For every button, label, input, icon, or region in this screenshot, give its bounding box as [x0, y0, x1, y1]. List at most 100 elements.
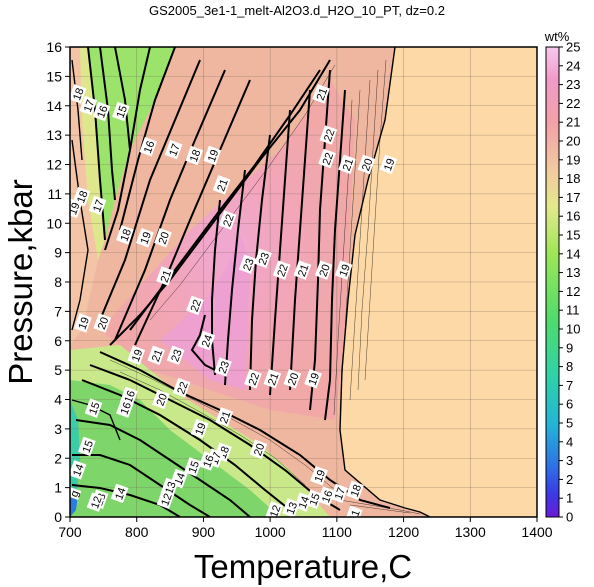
- contour-label-text: 21: [266, 371, 281, 387]
- contour-line: [324, 89, 346, 421]
- contour-label-text: 21: [218, 410, 233, 426]
- contour-label-text: 19: [382, 157, 397, 173]
- contour-label: 12: [86, 492, 105, 512]
- contour-label: 22: [172, 377, 191, 398]
- contour-label-text: g: [68, 489, 81, 499]
- contour-label-text: 21: [315, 87, 330, 103]
- contour-label-box: [338, 154, 356, 175]
- contour-label-text: 19: [139, 230, 154, 246]
- colorbar-tick-label: 14: [566, 246, 580, 261]
- contour-label: 19: [334, 260, 353, 280]
- y-tick-label: 1: [54, 480, 62, 496]
- contour-label: 20: [314, 260, 333, 280]
- contour-label-box: [166, 345, 185, 366]
- y-tick-label: 12: [46, 157, 62, 173]
- contour-label-box: [190, 418, 209, 439]
- contour-line: [224, 169, 246, 386]
- contour-label: 22: [218, 210, 237, 230]
- colorbar-tick-label: 1: [566, 491, 573, 506]
- colorbar-tick-label: 2: [566, 472, 573, 487]
- contour-label: 15: [304, 489, 323, 509]
- contour-line: [71, 399, 121, 441]
- contour-label-box: [344, 505, 363, 517]
- contour-label-box: [152, 389, 170, 410]
- contour-label-text: 18: [71, 87, 86, 103]
- y-tick-label: 7: [54, 303, 62, 319]
- colorbar-tick-label: 4: [566, 434, 573, 449]
- contour-line: [134, 79, 251, 346]
- colorbar-tick-label: 18: [566, 171, 580, 186]
- contour-label: 22: [272, 260, 291, 280]
- contour-label-box: [184, 457, 202, 477]
- contour-label-box: [172, 377, 191, 398]
- contour-label-box: [93, 313, 112, 333]
- chart-title: GS2005_3e1-1_melt-Al2O3.d_H2O_10_PT, dz=…: [149, 3, 445, 18]
- contour-label-text: 18: [75, 189, 90, 205]
- contour-label: 21: [147, 345, 165, 366]
- contour-label-text: 17: [167, 142, 182, 158]
- contour-label: 16: [139, 136, 157, 157]
- contour-label: 19: [74, 313, 92, 333]
- contour-label: 22: [186, 295, 204, 316]
- contour-label: 16: [116, 398, 134, 418]
- contour-label: 20: [93, 313, 112, 333]
- contour-label-box: [304, 489, 323, 509]
- x-tick-label: 900: [192, 524, 216, 540]
- contour-label: 16: [198, 451, 217, 471]
- contour-label: 17: [88, 195, 107, 216]
- contour-label-box: [74, 313, 92, 333]
- colorbar-title: wt%: [544, 29, 570, 44]
- contour-label: 19: [136, 228, 154, 248]
- contour-label-text: 22: [175, 380, 190, 396]
- contour-label-text: 16: [201, 454, 216, 470]
- contour-label-box: [282, 498, 300, 517]
- contour-line: [114, 69, 226, 341]
- y-tick-label: 4: [54, 392, 62, 408]
- contour-line: [81, 379, 291, 511]
- contour-label-text: 20: [252, 442, 267, 458]
- contour-label-text: 20: [286, 371, 301, 387]
- contour-label: 20: [283, 369, 301, 389]
- contour-label-box: [379, 154, 398, 175]
- contour-label-text: 19: [337, 263, 352, 279]
- contour-label: 13: [282, 498, 300, 517]
- contour-label: 23: [166, 345, 185, 366]
- contour-label: 22: [318, 148, 336, 169]
- colorbar-tick-label: 8: [566, 359, 573, 374]
- contour-label-text: 19: [67, 201, 82, 217]
- contour-label: 14: [294, 492, 312, 512]
- x-tick-label: 1000: [255, 524, 286, 540]
- contour-label: 15: [84, 398, 103, 418]
- contour-label-box: [88, 195, 107, 216]
- contour-label: 19: [67, 198, 83, 219]
- contour-label-text: 20: [360, 157, 375, 173]
- contour-label: 19: [310, 465, 328, 486]
- colorbar-tick-label: 13: [566, 265, 580, 280]
- contour-label-box: [78, 436, 96, 457]
- contour-label-text: 20: [317, 263, 332, 279]
- contour-label-box: [156, 489, 175, 509]
- contour-line: [71, 484, 181, 517]
- y-tick-label: 15: [46, 68, 62, 84]
- contour-label-text: 22: [322, 128, 337, 144]
- contour-label: 19: [203, 145, 221, 166]
- contour-label-text: 18: [119, 228, 134, 244]
- contour-label: 17: [79, 95, 97, 116]
- y-tick-label: 2: [54, 450, 62, 466]
- contour-label-box: [92, 101, 111, 122]
- contour-label-text: 16: [320, 489, 335, 505]
- contour-label-text: 22: [275, 263, 290, 279]
- contour-label-box: [110, 483, 129, 504]
- contour-label: 14: [110, 483, 129, 504]
- contour-label-box: [70, 84, 87, 104]
- contour-label: 23: [238, 254, 257, 274]
- y-axis-title: Pressure,kbar: [2, 179, 39, 384]
- contour-label: 18: [185, 145, 203, 166]
- contour-label-text: 19: [193, 421, 208, 437]
- contour-label-text: 17: [91, 198, 106, 214]
- contour-line: [71, 59, 83, 161]
- contour-label: 21: [293, 260, 312, 280]
- colorbar-tick-label: 12: [566, 284, 580, 299]
- contour-line: [289, 89, 311, 391]
